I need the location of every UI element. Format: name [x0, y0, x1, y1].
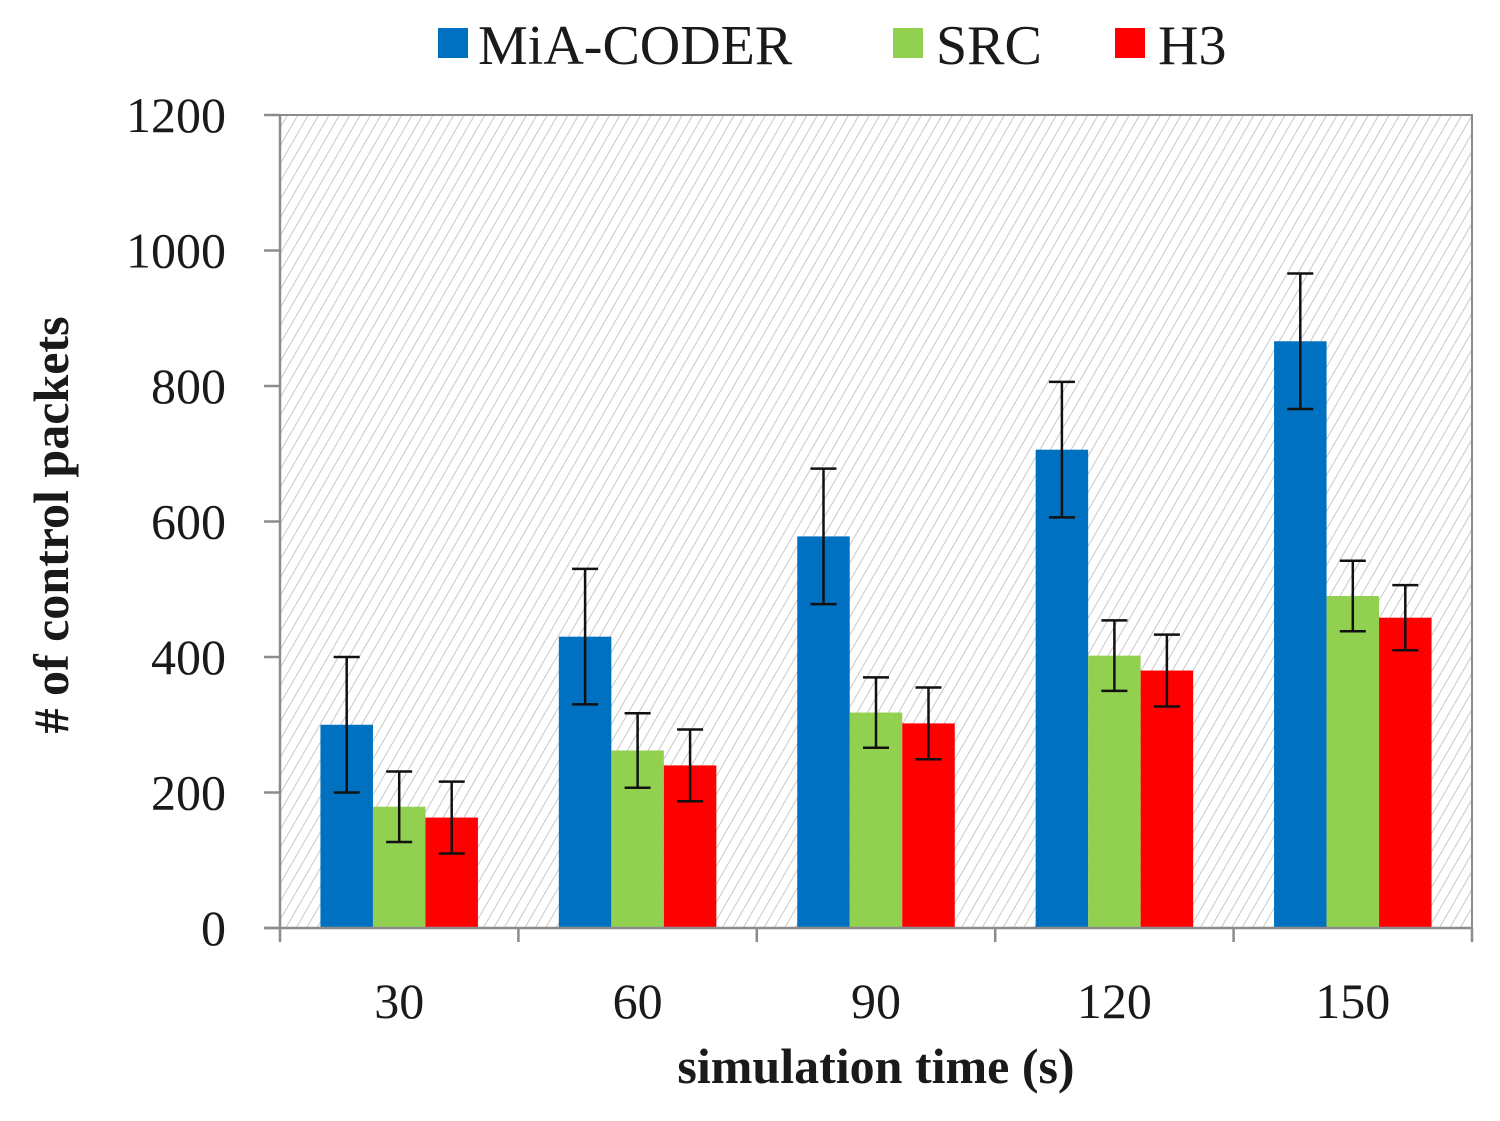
bar-h3-150 — [1379, 617, 1432, 928]
x-tick-label: 30 — [374, 973, 424, 1029]
legend-label: H3 — [1158, 15, 1226, 77]
legend-label: MiA-CODER — [478, 15, 793, 77]
error-bar-h3-120 — [1153, 633, 1180, 708]
error-bar-group — [333, 272, 1419, 855]
bar-src-120 — [1088, 655, 1141, 928]
error-bar-mia-coder-150 — [1287, 272, 1314, 411]
axes: 0 200 400 600 800 1000 1200 30 60 90 120 150 — [126, 87, 1474, 1029]
error-bar-src-120 — [1101, 619, 1128, 693]
legend-item-src: SRC — [893, 15, 1042, 77]
y-axis-title: # of control packets — [23, 316, 79, 733]
x-tick-label: 150 — [1315, 973, 1390, 1029]
y-tick-label: 1000 — [126, 223, 226, 279]
error-bar-h3-30 — [438, 780, 465, 855]
error-bar-src-90 — [863, 676, 889, 750]
error-bar-src-30 — [386, 770, 413, 844]
legend-swatch — [893, 28, 923, 58]
legend-swatch — [438, 28, 468, 58]
error-bar-h3-60 — [677, 728, 704, 803]
x-axis-title: simulation time (s) — [677, 1038, 1074, 1094]
error-bar-mia-coder-30 — [333, 655, 360, 794]
bar-group — [320, 341, 1432, 928]
x-tick-label: 90 — [851, 973, 901, 1029]
bar-h3-120 — [1140, 670, 1194, 928]
bar-src-150 — [1326, 596, 1380, 928]
y-tick-label: 1200 — [126, 87, 226, 143]
error-bar-h3-90 — [915, 686, 942, 761]
legend-swatch — [1115, 28, 1145, 58]
x-tick-label: 60 — [613, 973, 663, 1029]
error-bar-h3-150 — [1392, 583, 1419, 652]
bar-mia-coder-150 — [1274, 341, 1327, 928]
x-tick-label: 120 — [1077, 973, 1152, 1029]
y-tick-label: 400 — [151, 629, 226, 685]
legend-item-mia-coder: MiA-CODER — [438, 15, 793, 77]
y-tick-label: 0 — [201, 900, 226, 956]
bar-mia-coder-120 — [1035, 449, 1089, 928]
y-tick-label: 600 — [151, 494, 226, 550]
error-bar-src-150 — [1339, 559, 1366, 633]
axis-labels: simulation time (s) # of control packets — [23, 316, 1075, 1094]
legend-item-h3: H3 — [1115, 15, 1226, 77]
error-bar-mia-coder-60 — [572, 567, 599, 706]
error-bar-mia-coder-90 — [810, 467, 837, 606]
error-bar-src-60 — [624, 711, 651, 790]
error-bar-mia-coder-120 — [1048, 380, 1075, 519]
y-tick-label: 800 — [151, 358, 226, 414]
legend-label: SRC — [936, 15, 1042, 77]
y-tick-label: 200 — [151, 765, 226, 821]
legend: MiA-CODER SRC H3 — [438, 15, 1226, 77]
